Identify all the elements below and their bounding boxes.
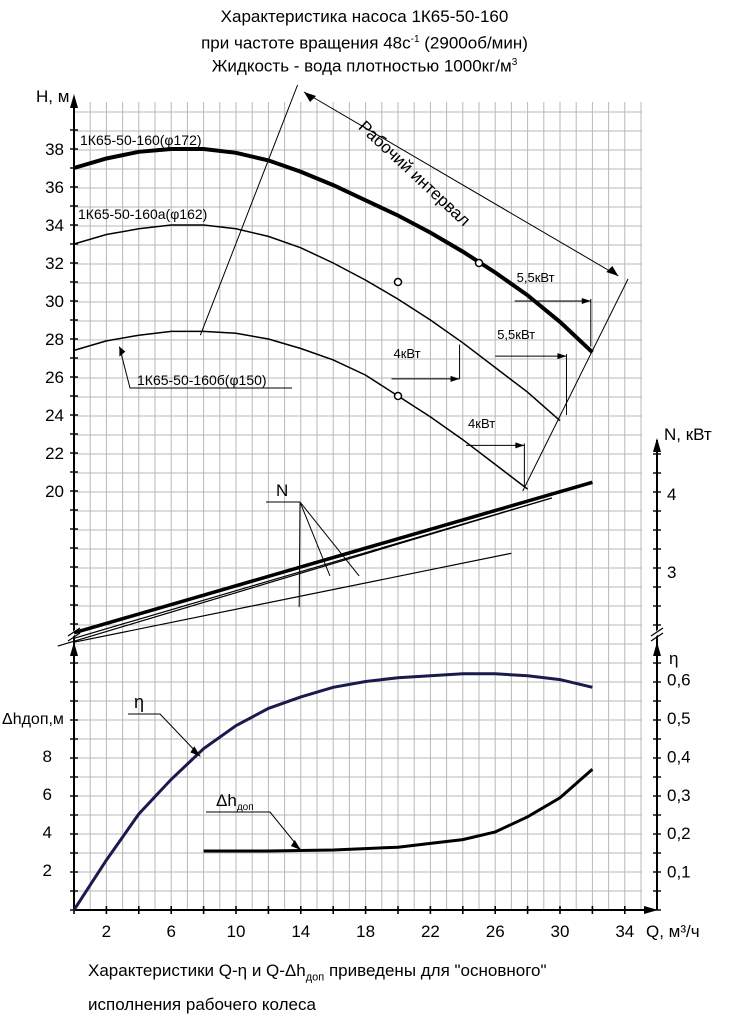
- grid: [73, 102, 642, 911]
- head-tick-label: 38: [45, 140, 64, 159]
- power-tick-label: 4: [667, 485, 676, 504]
- head-axis-label: H, м: [36, 87, 69, 106]
- interval-left-ext: [199, 84, 299, 336]
- npsh-tick-label: 4: [43, 823, 52, 842]
- x-axis-arrow: [644, 906, 658, 914]
- head-tick-label: 26: [45, 368, 64, 387]
- leader-150: [118, 346, 292, 389]
- head-tick-label: 36: [45, 178, 64, 197]
- curve-label-172: 1К65-50-160(φ172): [80, 132, 202, 148]
- x-tick-label: 2: [102, 922, 111, 941]
- eta-tick-label: 0,2: [667, 824, 691, 843]
- npsh-tick-label: 8: [43, 747, 52, 766]
- x-tick-label: 14: [291, 922, 310, 941]
- npsh-curve: [203, 768, 594, 853]
- power-marker-label-1: 5,5кВт: [517, 270, 555, 285]
- x-tick-label: 6: [166, 922, 175, 941]
- eta-axis-label: η: [669, 649, 678, 668]
- interval-arrow-right: [606, 266, 619, 276]
- power-marker-arrow-4: [515, 442, 525, 449]
- eta-tick-label: 0,4: [667, 747, 691, 766]
- eta-curve: [72, 672, 593, 911]
- chart-title-line2: при частоте вращения 48с-1 (2900об/мин): [201, 33, 528, 53]
- axis-break-mark-left: [67, 632, 81, 642]
- head-tick-label: 28: [45, 330, 64, 349]
- right-axis-n-arrow: [653, 438, 661, 452]
- npsh-leader: [206, 811, 302, 851]
- eta-curve-label: η: [134, 692, 144, 712]
- power-marker-label-3: 4кВт: [394, 346, 421, 361]
- head-curve-172: [73, 147, 594, 354]
- power-marker-arrow-3: [450, 375, 460, 382]
- power-leader-1: [298, 501, 301, 608]
- head-tick-label: 22: [45, 444, 64, 463]
- head-tick-label: 30: [45, 292, 64, 311]
- left-axis-arrow: [70, 94, 78, 108]
- power-tick-label: 3: [667, 563, 676, 582]
- x-tick-label: 30: [551, 922, 570, 941]
- chart-title-line1: Характеристика насоса 1К65-50-160: [220, 7, 509, 26]
- npsh-tick-label: 2: [43, 861, 52, 880]
- chart-title-line3: Жидкость - вода плотностью 1000кг/м3: [211, 56, 518, 76]
- interval-dim-line: [303, 91, 619, 277]
- x-tick-label: 26: [486, 922, 505, 941]
- power-marker-arrow-1: [581, 298, 591, 304]
- interval-right-ext: [522, 278, 629, 492]
- x-tick-label: 22: [421, 922, 440, 941]
- curve-label-162: 1К65-50-160а(φ162): [78, 206, 207, 222]
- head-duty-point: [474, 258, 484, 268]
- pump-chart: 2 6 10 14 18 22 26 30 34 Q, м³/ч20222426283032343…: [2, 84, 712, 941]
- x-tick-label: 10: [227, 922, 246, 941]
- eta-leader-arrow: [190, 746, 201, 757]
- head-tick-label: 32: [45, 254, 64, 273]
- leader-150-arrow: [119, 346, 126, 357]
- eta-tick-label: 0,1: [667, 863, 691, 882]
- head-tick-label: 34: [45, 216, 64, 235]
- npsh-tick-label: 6: [43, 785, 52, 804]
- eta-tick-label: 0,6: [667, 671, 691, 690]
- head-duty-point: [393, 277, 403, 287]
- x-axis-label: Q, м³/ч: [646, 922, 700, 941]
- footer-line2: исполнения рабочего колеса: [88, 995, 316, 1014]
- head-tick-label: 20: [45, 482, 64, 501]
- right-axis-eta-arrow: [653, 642, 661, 656]
- curve-label-150: 1К65-50-160б(φ150): [137, 372, 267, 388]
- power-curve-label: N: [276, 481, 288, 500]
- eta-leader: [128, 713, 201, 757]
- head-curve-150: [73, 330, 529, 490]
- npsh-leader-arrow: [290, 840, 301, 851]
- x-tick-label: 34: [615, 922, 634, 941]
- head-tick-label: 24: [45, 406, 64, 425]
- power-marker-label-4: 4кВт: [468, 416, 495, 431]
- npsh-curve-label: Δhдоп: [216, 791, 254, 813]
- eta-tick-label: 0,3: [667, 786, 691, 805]
- power-marker-label-2: 5,5кВт: [497, 327, 535, 342]
- eta-tick-label: 0,5: [667, 709, 691, 728]
- power-leader-2: [299, 501, 331, 577]
- x-tick-label: 18: [356, 922, 375, 941]
- head-duty-point: [393, 391, 403, 401]
- power-leader-3: [299, 501, 360, 577]
- power-marker-arrow-2: [557, 353, 567, 360]
- power-curve-ext: [57, 497, 553, 647]
- power-axis-label: N, кВт: [664, 425, 712, 444]
- axis-break-mark-right: [650, 632, 664, 642]
- axis-break-mark-right: [650, 627, 664, 637]
- power-curve-3: [73, 552, 512, 643]
- npsh-axis-label: Δhдоп,м: [2, 711, 64, 728]
- head-curve-162: [73, 224, 561, 422]
- interval-arrow-left: [304, 92, 317, 102]
- footer-line1: Характеристики Q-η и Q-Δhдоп приведены д…: [88, 961, 547, 984]
- power-curve-1: [73, 480, 593, 635]
- left-axis-lower-arrow: [70, 642, 78, 656]
